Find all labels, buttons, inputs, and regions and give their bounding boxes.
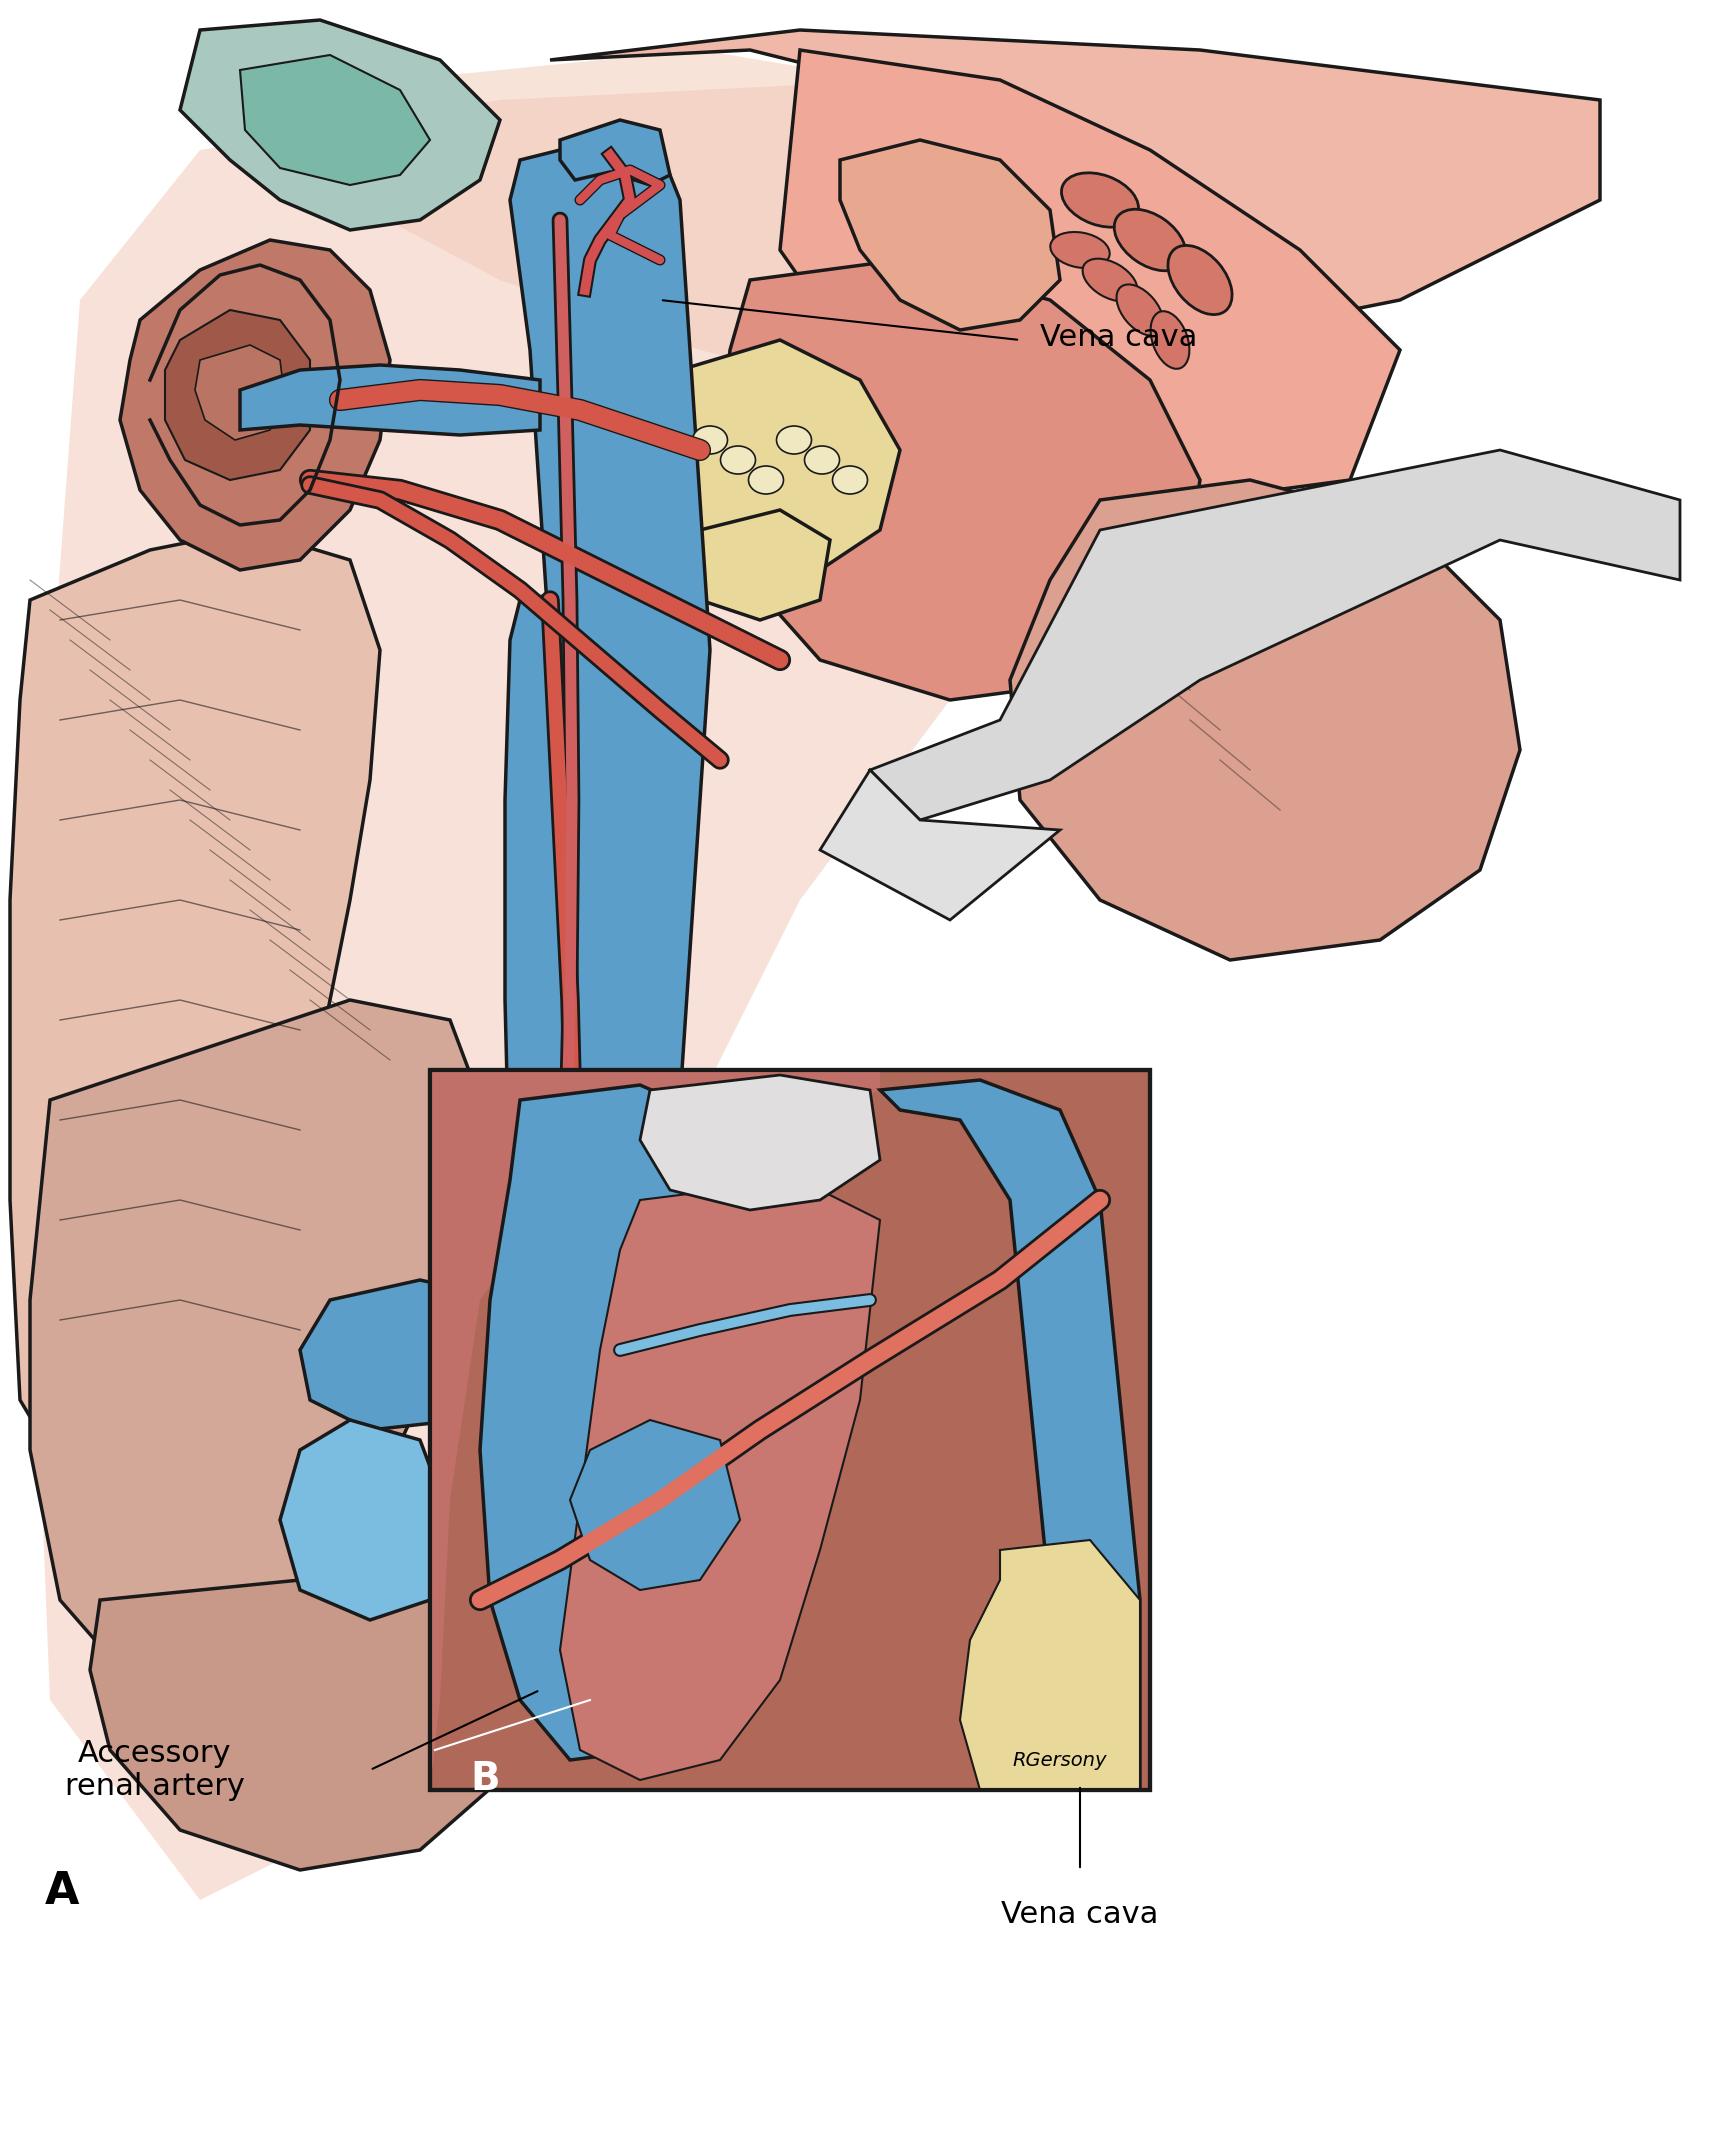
Ellipse shape <box>692 425 728 453</box>
Ellipse shape <box>1082 258 1138 301</box>
Polygon shape <box>639 1074 880 1209</box>
Polygon shape <box>480 1085 740 1759</box>
Polygon shape <box>649 339 901 569</box>
Text: Vena cava: Vena cava <box>1041 324 1198 352</box>
Polygon shape <box>91 1581 520 1871</box>
Text: B: B <box>470 1759 499 1798</box>
Polygon shape <box>561 120 670 185</box>
Polygon shape <box>550 30 1600 320</box>
Polygon shape <box>350 49 1200 500</box>
Ellipse shape <box>805 447 839 475</box>
Ellipse shape <box>749 466 783 494</box>
Ellipse shape <box>1150 311 1189 369</box>
Polygon shape <box>431 1070 880 1789</box>
Polygon shape <box>239 56 431 185</box>
Polygon shape <box>10 531 379 1499</box>
Ellipse shape <box>1116 284 1164 335</box>
FancyBboxPatch shape <box>431 1070 1150 1789</box>
Text: A: A <box>44 1871 80 1914</box>
Polygon shape <box>571 1420 740 1590</box>
Ellipse shape <box>1051 232 1109 268</box>
Text: Vena cava: Vena cava <box>1001 1901 1159 1929</box>
Ellipse shape <box>1061 172 1138 228</box>
Text: RGersony: RGersony <box>1013 1751 1107 1770</box>
Polygon shape <box>719 260 1200 700</box>
Polygon shape <box>880 1080 1140 1789</box>
Polygon shape <box>841 140 1060 331</box>
Polygon shape <box>960 1540 1140 1789</box>
Polygon shape <box>561 1179 880 1781</box>
Ellipse shape <box>1167 245 1232 314</box>
Ellipse shape <box>776 425 812 453</box>
Polygon shape <box>31 1001 480 1680</box>
Ellipse shape <box>832 466 868 494</box>
Polygon shape <box>301 1280 509 1431</box>
Polygon shape <box>820 769 1060 919</box>
Polygon shape <box>239 365 540 436</box>
Polygon shape <box>31 79 1200 1901</box>
Polygon shape <box>870 449 1680 821</box>
Polygon shape <box>120 241 390 569</box>
Polygon shape <box>504 591 615 1499</box>
Ellipse shape <box>721 447 755 475</box>
Text: Accessory
renal artery: Accessory renal artery <box>65 1738 244 1802</box>
Polygon shape <box>509 140 709 1201</box>
Polygon shape <box>166 309 309 479</box>
Polygon shape <box>280 1420 449 1620</box>
Polygon shape <box>779 49 1400 500</box>
Polygon shape <box>179 19 501 230</box>
Polygon shape <box>680 509 831 621</box>
Polygon shape <box>1010 479 1519 960</box>
Ellipse shape <box>1114 208 1186 271</box>
Polygon shape <box>195 346 285 440</box>
